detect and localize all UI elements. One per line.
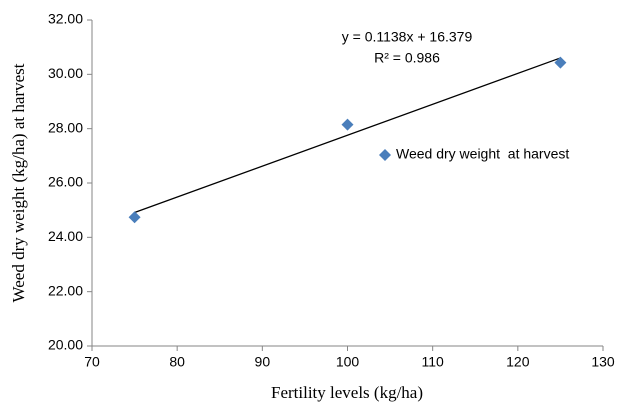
y-tick-label: 30.00 [48, 65, 83, 81]
x-tick-label: 120 [506, 354, 530, 370]
trendline-r2: R² = 0.986 [374, 50, 440, 66]
x-tick-label: 130 [591, 354, 615, 370]
y-tick-label: 22.00 [48, 282, 83, 298]
trendline [134, 57, 561, 214]
point [128, 211, 141, 224]
x-tick-label: 90 [255, 354, 271, 370]
y-tick-label: 20.00 [48, 337, 83, 353]
point [554, 56, 567, 69]
trendline-equation: y = 0.1138x + 16.379 [342, 29, 473, 45]
legend-marker [379, 149, 391, 161]
x-tick-label: 80 [169, 354, 185, 370]
y-axis-title: Weed dry weight (kg/ha) at harvest [9, 63, 28, 302]
x-tick-label: 110 [422, 354, 445, 370]
y-tick-label: 24.00 [48, 228, 83, 244]
legend-label: Weed dry weight at harvest [396, 146, 569, 162]
y-tick-label: 32.00 [48, 11, 83, 27]
y-tick-label: 26.00 [48, 174, 83, 190]
point [341, 118, 354, 131]
y-tick-label: 28.00 [48, 119, 83, 135]
x-tick-label: 70 [84, 354, 100, 370]
x-tick-label: 100 [336, 354, 360, 370]
x-axis-title: Fertility levels (kg/ha) [271, 383, 423, 402]
